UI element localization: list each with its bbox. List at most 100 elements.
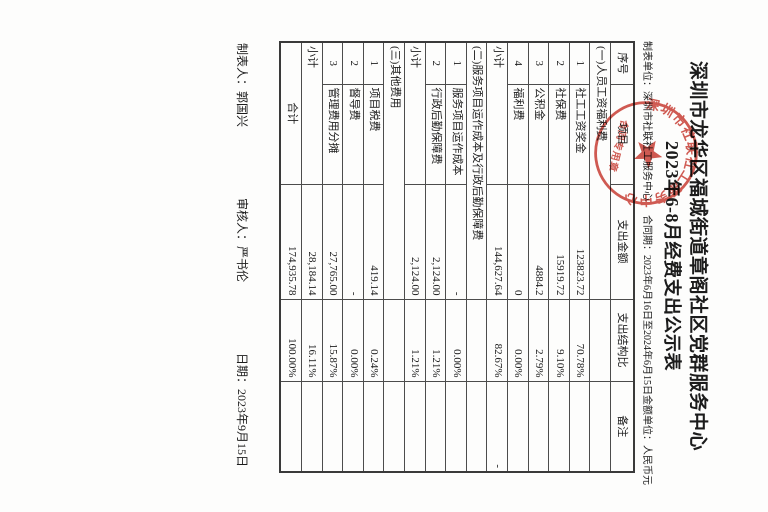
note-cell xyxy=(548,381,570,472)
pct-cell: 16.11% xyxy=(301,299,323,381)
pct-cell: 0.00% xyxy=(342,299,364,381)
item-row: 1 服务项目运作成本 -0.00% xyxy=(445,42,467,472)
amount-cell: 4884.2 xyxy=(528,184,549,299)
amount-cell: - xyxy=(445,184,467,299)
item-row: 3 管理费用分摊 27,765.00 15.87% xyxy=(322,42,343,472)
pct-cell xyxy=(589,299,611,381)
seq-cell: 1 xyxy=(363,42,384,84)
subtotal-label-cell: 小计 xyxy=(404,42,426,184)
section-label-cell: (二)服务项目运作成本及行政后勤保障费 xyxy=(466,42,487,299)
note-cell xyxy=(507,381,529,472)
seq-cell: 3 xyxy=(322,42,343,84)
column-header: 项目 xyxy=(610,84,634,184)
note-cell xyxy=(404,381,426,472)
footer-reviewer: 审核人：严书伦 xyxy=(235,198,250,283)
seq-cell: 2 xyxy=(425,42,446,84)
item-row: 2 督导费 -0.00% xyxy=(342,42,364,472)
column-header: 支出金额 xyxy=(610,184,634,299)
note-cell xyxy=(569,381,590,472)
pct-cell: 100.00% xyxy=(280,299,302,381)
item-row: 4 福利费 0 0.00% xyxy=(507,42,529,472)
total-row: 合计 174,935.78 100.00% xyxy=(280,42,302,472)
amount-cell: - xyxy=(342,184,364,299)
pct-cell: 0.24% xyxy=(363,299,384,381)
pct-cell: 2.79% xyxy=(528,299,549,381)
meta-contract-period: 合同期：2023年6月16日至2024年6月15日 xyxy=(641,215,652,395)
note-cell xyxy=(363,381,384,472)
seq-cell: 4 xyxy=(507,42,529,84)
total-label-cell: 合计 xyxy=(280,42,302,184)
seq-cell: 2 xyxy=(342,42,364,84)
meta-currency-unit: 金额单位：人民币元 xyxy=(641,395,652,485)
item-name-cell: 项目税费 xyxy=(363,84,384,184)
item-row: 2 社保费 15919.72 9.10% xyxy=(548,42,570,472)
meta-line: 制表单位：深圳市社联社工服务中心 合同期：2023年6月16日至2024年6月1… xyxy=(639,41,653,485)
section-label-cell: (一)人员工资福利费 xyxy=(589,42,611,299)
pct-cell xyxy=(466,299,487,381)
subtotal-row: 小计 144,627.64 82.67% - xyxy=(486,42,508,472)
amount-cell: 123823.72 xyxy=(569,184,590,299)
note-cell xyxy=(383,381,405,472)
seq-cell: 1 xyxy=(445,42,467,84)
column-header: 备注 xyxy=(610,381,634,472)
subtotal-row: 小计 28,184.14 16.11% xyxy=(301,42,323,472)
pct-cell: 1.21% xyxy=(425,299,446,381)
amount-cell: 27,765.00 xyxy=(322,184,343,299)
item-name-cell: 社保费 xyxy=(548,84,570,184)
column-header: 支出结构比 xyxy=(610,299,634,381)
amount-cell: 2,124.00 xyxy=(425,184,446,299)
footer-line: 制表人：郭国兴 审核人：严书伦 日期：2023年9月15日 xyxy=(236,41,252,471)
meta-unit: 制表单位：深圳市社联社工服务中心 xyxy=(641,41,652,201)
note-cell xyxy=(322,381,343,472)
amount-cell: 419.14 xyxy=(363,184,384,299)
item-row: 3 公积金 4884.2 2.79% xyxy=(528,42,549,472)
note-cell xyxy=(301,381,323,472)
seq-cell: 3 xyxy=(528,42,549,84)
item-row: 1 项目税费 419.14 0.24% xyxy=(363,42,384,472)
note-cell: - xyxy=(486,381,508,472)
table-header-row: 序号 项目 支出金额 支出结构比 备注 xyxy=(610,42,634,472)
seq-cell: 1 xyxy=(569,42,590,84)
note-cell xyxy=(280,381,302,472)
page-title-line2: 2023年6-8月经费支出公示表 xyxy=(662,141,682,371)
footer-date: 日期：2023年9月15日 xyxy=(235,352,250,467)
item-name-cell: 管理费用分摊 xyxy=(322,84,343,184)
note-cell xyxy=(425,381,446,472)
section-row: (二)服务项目运作成本及行政后勤保障费 xyxy=(466,42,487,472)
amount-cell: 144,627.64 xyxy=(486,184,508,299)
column-header: 序号 xyxy=(610,42,634,84)
pct-cell: 9.10% xyxy=(548,299,570,381)
subtotal-label-cell: 小计 xyxy=(486,42,508,184)
seq-cell: 2 xyxy=(548,42,570,84)
subtotal-row: 小计 2,124.00 1.21% xyxy=(404,42,426,472)
section-row: (三)其他费用 xyxy=(383,42,405,472)
pct-cell xyxy=(383,299,405,381)
item-name-cell: 社工工资奖金 xyxy=(569,84,590,184)
subtotal-label-cell: 小计 xyxy=(301,42,323,184)
item-row: 2 行政后勤保障费 2,124.00 1.21% xyxy=(425,42,446,472)
item-name-cell: 福利费 xyxy=(507,84,529,184)
note-cell xyxy=(528,381,549,472)
item-row: 1 社工工资奖金 123823.72 70.78% xyxy=(569,42,590,472)
expense-table: 序号 项目 支出金额 支出结构比 备注 (一)人员工资福利费 1 社工工资奖金 123823.7… xyxy=(279,41,635,473)
amount-cell: 0 xyxy=(507,184,529,299)
pct-cell: 1.21% xyxy=(404,299,426,381)
section-row: (一)人员工资福利费 xyxy=(589,42,611,472)
pct-cell: 0.00% xyxy=(445,299,467,381)
note-cell xyxy=(466,381,487,472)
document: 深圳市龙华区福城街道章阁社区党群服务中心 2023年6-8月经费支出公示表 制表… xyxy=(236,41,711,485)
amount-cell: 15919.72 xyxy=(548,184,570,299)
pct-cell: 15.87% xyxy=(322,299,343,381)
amount-cell: 2,124.00 xyxy=(404,184,426,299)
footer-preparer: 制表人：郭国兴 xyxy=(235,43,250,128)
amount-cell: 28,184.14 xyxy=(301,184,323,299)
item-name-cell: 公积金 xyxy=(528,84,549,184)
pct-cell: 0.00% xyxy=(507,299,529,381)
note-cell xyxy=(445,381,467,472)
section-label-cell: (三)其他费用 xyxy=(383,42,405,299)
rotated-scan-area: 深圳市龙华区福城街道章阁社区党群服务中心 2023年6-8月经费支出公示表 制表… xyxy=(236,33,711,485)
item-name-cell: 行政后勤保障费 xyxy=(425,84,446,184)
item-name-cell: 服务项目运作成本 xyxy=(445,84,467,184)
amount-cell: 174,935.78 xyxy=(280,184,302,299)
